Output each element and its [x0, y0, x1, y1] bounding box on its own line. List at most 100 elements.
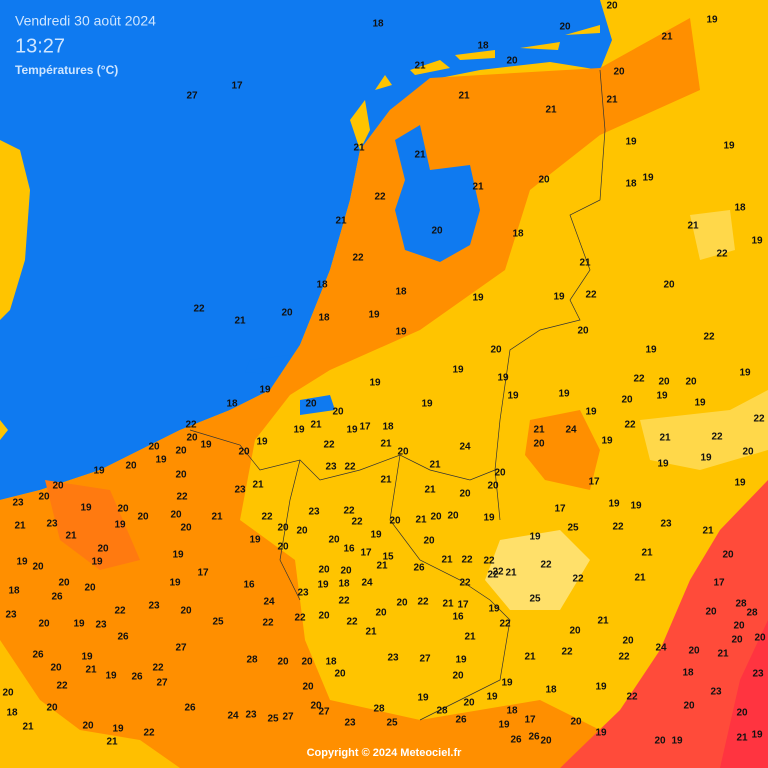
station-temperature: 20	[540, 736, 552, 747]
station-temperature: 20	[683, 701, 695, 712]
station-temperature: 19	[91, 557, 103, 568]
station-temperature: 20	[170, 510, 182, 521]
station-temperature: 22	[114, 606, 126, 617]
station-temperature: 20	[281, 308, 293, 319]
station-temperature: 23	[344, 718, 356, 729]
station-temperature: 21	[687, 221, 699, 232]
station-temperature: 21	[424, 485, 436, 496]
station-temperature: 22	[185, 420, 197, 431]
station-temperature: 18	[506, 706, 518, 717]
station-temperature: 20	[663, 280, 675, 291]
station-temperature: 21	[441, 555, 453, 566]
station-temperature: 19	[369, 378, 381, 389]
station-temperature: 19	[498, 720, 510, 731]
station-temperature: 20	[318, 565, 330, 576]
station-temperature: 19	[595, 682, 607, 693]
station-temperature: 26	[413, 563, 425, 574]
station-temperature: 21	[211, 512, 223, 523]
station-temperature: 21	[22, 722, 34, 733]
station-temperature: 21	[597, 616, 609, 627]
station-temperature: 22	[572, 574, 584, 585]
station-temperature: 17	[197, 568, 209, 579]
station-temperature: 23	[234, 485, 246, 496]
station-temperature: 24	[361, 578, 373, 589]
station-temperature: 19	[114, 520, 126, 531]
station-temperature: 20	[180, 523, 192, 534]
station-temperature: 19	[112, 724, 124, 735]
station-temperature: 18	[395, 287, 407, 298]
station-temperature: 20	[754, 633, 766, 644]
station-temperature: 18	[477, 41, 489, 52]
time: 13:27	[15, 35, 65, 57]
station-temperature: 21	[606, 95, 618, 106]
station-temperature: 20	[688, 646, 700, 657]
station-temperature: 21	[415, 515, 427, 526]
station-temperature: 20	[658, 377, 670, 388]
station-temperature: 19	[601, 436, 613, 447]
station-temperature: 20	[2, 688, 14, 699]
station-temperature: 18	[512, 229, 524, 240]
station-temperature: 21	[442, 599, 454, 610]
station-temperature: 21	[736, 733, 748, 744]
station-temperature: 23	[12, 498, 24, 509]
warm-patch	[45, 480, 140, 570]
station-temperature: 21	[106, 737, 118, 748]
station-temperature: 21	[659, 433, 671, 444]
station-temperature: 23	[325, 462, 337, 473]
station-temperature: 20	[58, 578, 70, 589]
station-temperature: 22	[624, 420, 636, 431]
station-temperature: 22	[351, 517, 363, 528]
station-temperature: 20	[38, 492, 50, 503]
station-temperature: 22	[338, 596, 350, 607]
station-temperature: 20	[463, 698, 475, 709]
station-temperature: 20	[742, 447, 754, 458]
station-temperature: 22	[461, 555, 473, 566]
station-temperature: 21	[65, 531, 77, 542]
station-temperature: 20	[736, 708, 748, 719]
station-temperature: 19	[452, 365, 464, 376]
station-temperature: 22	[711, 432, 723, 443]
station-temperature: 21	[505, 568, 517, 579]
station-temperature: 19	[751, 236, 763, 247]
station-temperature: 28	[735, 599, 747, 610]
station-temperature: 20	[84, 583, 96, 594]
station-temperature: 21	[579, 258, 591, 269]
station-temperature: 28	[436, 706, 448, 717]
station-temperature: 17	[360, 548, 372, 559]
station-temperature: 20	[97, 544, 109, 555]
station-temperature: 22	[417, 597, 429, 608]
station-temperature: 20	[733, 621, 745, 632]
station-temperature: 20	[318, 611, 330, 622]
station-temperature: 19	[249, 535, 261, 546]
station-temperature: 24	[565, 425, 577, 436]
station-temperature: 25	[567, 523, 579, 534]
station-temperature: 20	[606, 1, 618, 12]
station-temperature: 20	[238, 447, 250, 458]
station-temperature: 20	[533, 439, 545, 450]
station-temperature: 19	[723, 141, 735, 152]
station-temperature: 22	[344, 462, 356, 473]
station-temperature: 22	[618, 652, 630, 663]
station-temperature: 20	[50, 663, 62, 674]
station-temperature: 18	[545, 685, 557, 696]
station-temperature: 20	[38, 619, 50, 630]
station-temperature: 19	[80, 503, 92, 514]
station-temperature: 26	[510, 735, 522, 746]
station-temperature: 19	[529, 532, 541, 543]
station-temperature: 21	[545, 105, 557, 116]
station-temperature: 22	[492, 567, 504, 578]
station-temperature: 21	[661, 32, 673, 43]
station-temperature: 21	[414, 61, 426, 72]
borders	[189, 69, 606, 721]
station-temperature: 20	[577, 326, 589, 337]
station-temperature: 22	[561, 647, 573, 658]
station-temperature: 24	[459, 442, 471, 453]
england-land	[0, 140, 30, 320]
station-temperature: 19	[625, 137, 637, 148]
station-temperature: 22	[261, 512, 273, 523]
station-temperature: 22	[703, 332, 715, 343]
station-temperature: 20	[186, 433, 198, 444]
station-temperature: 19	[608, 499, 620, 510]
